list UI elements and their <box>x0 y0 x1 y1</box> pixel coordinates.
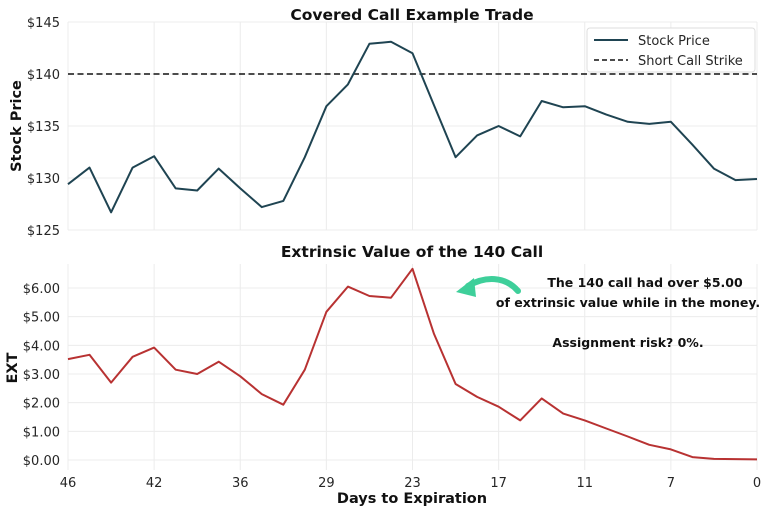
bottom-y-tick-label: $2.00 <box>23 397 60 412</box>
legend-label-strike: Short Call Strike <box>638 54 743 69</box>
extrinsic-value-line <box>67 267 758 461</box>
x-tick-label: 36 <box>232 476 249 491</box>
x-tick-label: 7 <box>667 476 675 491</box>
x-tick-label: 46 <box>60 476 77 491</box>
top-y-tick-label: $140 <box>27 68 60 83</box>
bottom-y-tick-label: $1.00 <box>23 425 60 440</box>
legend-label-stock: Stock Price <box>638 34 710 49</box>
top-y-axis-label: Stock Price <box>9 80 25 172</box>
x-tick-label: 0 <box>753 476 761 491</box>
bottom-y-tick-label: $6.00 <box>23 282 60 297</box>
stock-price-line <box>67 40 758 214</box>
x-axis-label: Days to Expiration <box>337 491 487 507</box>
top-y-tick-label: $130 <box>27 172 60 187</box>
legend: Stock Price Short Call Strike <box>586 27 756 73</box>
annotation-line-2: of extrinsic value while in the money. <box>496 295 760 310</box>
bottom-chart-title: Extrinsic Value of the 140 Call <box>281 243 543 261</box>
bottom-y-axis-label: EXT <box>5 352 21 383</box>
bottom-y-tick-label: $0.00 <box>23 454 60 469</box>
x-tick-label: 11 <box>576 476 593 491</box>
x-tick-label: 23 <box>404 476 421 491</box>
annotation-line-1: The 140 call had over $5.00 <box>547 275 743 290</box>
bottom-y-tick-label: $4.00 <box>23 339 60 354</box>
annotation-arrow-icon <box>465 276 521 294</box>
bottom-y-tick-label: $5.00 <box>23 311 60 326</box>
annotation-arrowhead-icon <box>456 278 476 297</box>
bottom-y-tick-label: $3.00 <box>23 368 60 383</box>
top-chart-title: Covered Call Example Trade <box>290 6 533 24</box>
top-y-tick-label: $145 <box>27 16 60 31</box>
top-y-tick-label: $135 <box>27 120 60 135</box>
top-y-tick-label: $125 <box>27 224 60 239</box>
x-tick-label: 42 <box>146 476 163 491</box>
stock-price-chart: Covered Call Example Trade Stock Price $… <box>9 6 758 239</box>
x-tick-label: 29 <box>318 476 335 491</box>
x-tick-label: 17 <box>490 476 507 491</box>
annotation-line-3: Assignment risk? 0%. <box>552 335 703 350</box>
extrinsic-value-chart: Extrinsic Value of the 140 Call EXT Days… <box>5 243 761 507</box>
